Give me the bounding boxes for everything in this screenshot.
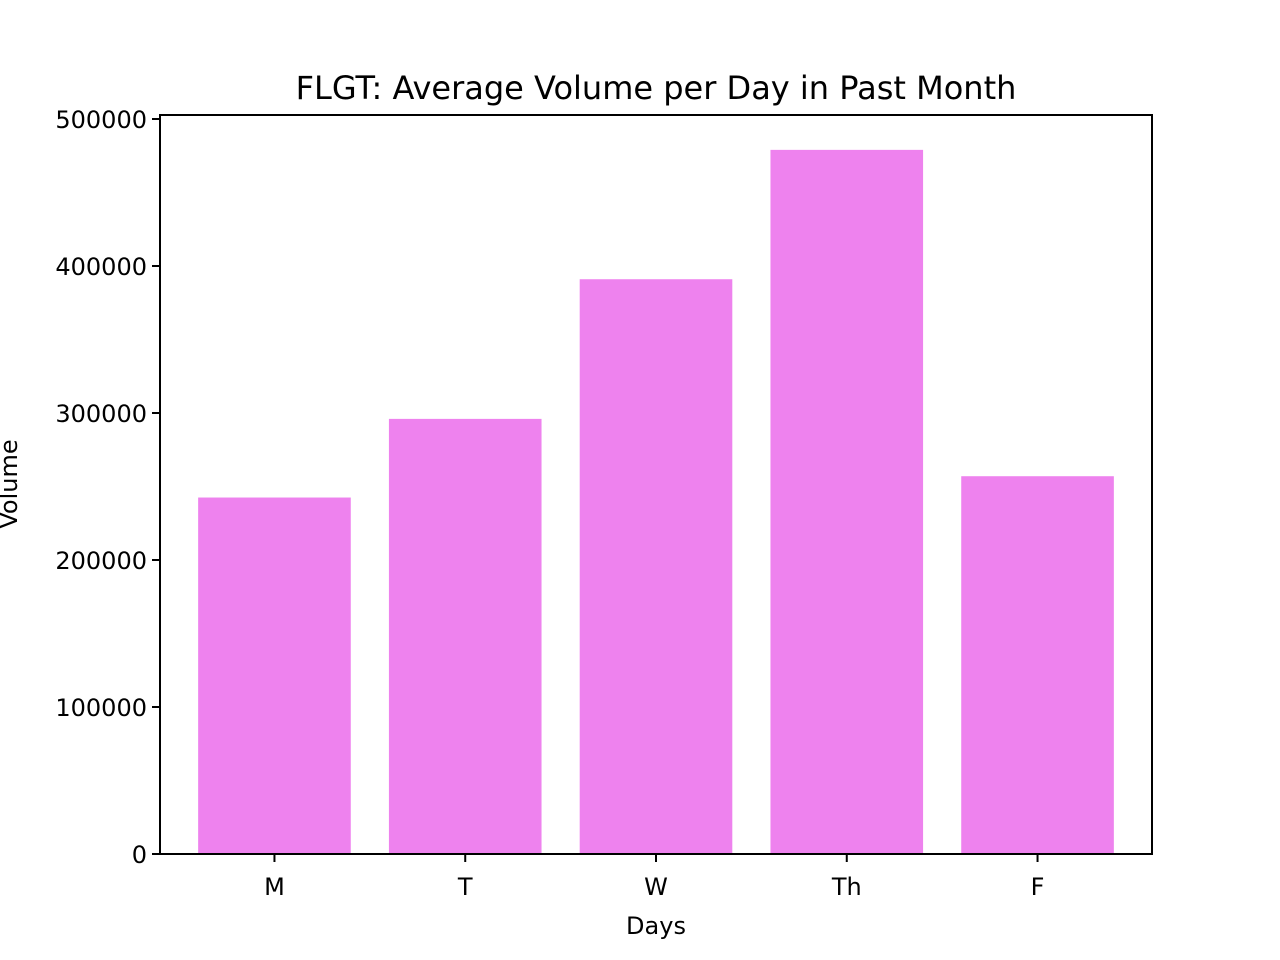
chart-title: FLGT: Average Volume per Day in Past Mon… (296, 69, 1017, 107)
y-tick-label: 500000 (55, 106, 147, 134)
bar-m (198, 497, 351, 854)
x-tick-label: T (457, 873, 473, 901)
x-tick-label: M (264, 873, 285, 901)
y-axis-ticks: 0 100000 200000 300000 400000 500000 (55, 106, 160, 869)
bar-t (388, 418, 542, 854)
x-axis-label: Days (626, 912, 686, 940)
x-tick-label: F (1031, 873, 1045, 901)
y-axis-label: Volume (0, 439, 23, 528)
y-tick-label: 200000 (55, 547, 147, 575)
x-tick-label: Th (831, 873, 862, 901)
y-tick-label: 400000 (55, 253, 147, 281)
x-axis-ticks: M T W Th F (264, 854, 1044, 901)
bar-f (961, 476, 1114, 854)
bar-th (770, 149, 924, 854)
y-tick-label: 300000 (55, 400, 147, 428)
bars-group (198, 149, 1114, 855)
y-tick-label: 0 (132, 841, 147, 869)
x-tick-label: W (644, 873, 668, 901)
y-tick-label: 100000 (55, 694, 147, 722)
plot-frame (159, 114, 1153, 855)
bar-w (579, 279, 733, 855)
